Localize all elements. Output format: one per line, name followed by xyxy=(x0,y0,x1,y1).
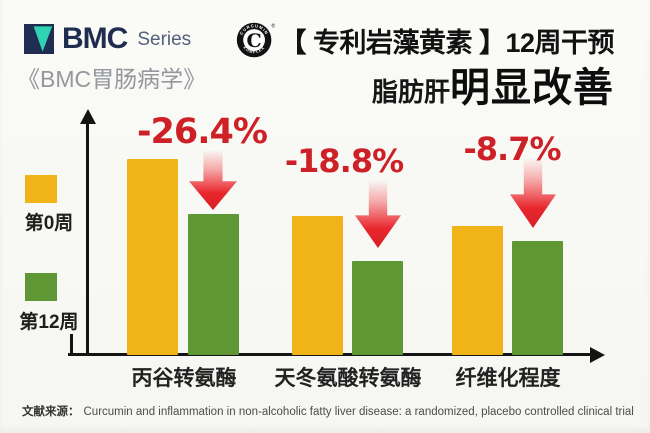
bmc-logo-text: BMC xyxy=(62,22,128,55)
badge-registered-mark: ® xyxy=(272,22,276,29)
source-label: 文献来源： xyxy=(22,406,80,418)
title-line2-big: 明显改善 xyxy=(450,66,614,110)
red-down-arrow-icon-group1 xyxy=(189,150,237,210)
legend-swatch-week12 xyxy=(25,273,57,301)
journal-name: 《BMC胃肠病学》 xyxy=(17,66,207,92)
bar-week0-group3 xyxy=(452,226,503,355)
bmc-logo-icon xyxy=(24,24,54,54)
pct-change-label-group1: -26.4% xyxy=(137,112,268,152)
category-label-group2: 天冬氨酸转氨酶 xyxy=(274,367,422,390)
source-text: Curcumin and inflammation in non-alcohol… xyxy=(83,406,634,418)
y-axis-arrowhead-icon xyxy=(80,109,96,124)
x-axis-arrowhead-icon xyxy=(590,347,605,363)
pct-change-label-group3: -8.7% xyxy=(463,130,561,168)
source-citation: 文献来源： Curcumin and inflammation in non-al… xyxy=(22,403,634,419)
category-label-group1: 丙谷转氨酶 xyxy=(131,367,237,390)
curcumin-badge-icon: CURCUMIN KOMPLEX C ® xyxy=(235,20,276,60)
bmc-logo: BMC Series xyxy=(24,24,191,54)
legend-label-week12: 第12周 xyxy=(19,312,79,333)
category-label-group3: 纤维化程度 xyxy=(455,367,561,390)
pct-change-label-group2: -18.8% xyxy=(284,142,404,180)
main-title-line1: 【 专利岩藻黄素 】12周干预 xyxy=(279,27,614,58)
legend-swatch-week0 xyxy=(25,175,57,203)
red-down-arrow-icon-group2 xyxy=(355,180,401,248)
red-down-arrow-icon-group3 xyxy=(510,158,556,228)
bar-week12-group2 xyxy=(352,261,403,355)
bar-week12-group1 xyxy=(188,214,239,355)
title-line2-small: 脂肪肝 xyxy=(371,77,450,107)
x-axis-origin-tick xyxy=(70,334,73,355)
bar-week12-group3 xyxy=(512,241,563,355)
main-title-line2: 脂肪肝明显改善 xyxy=(235,68,614,108)
bar-week0-group1 xyxy=(127,159,178,355)
badge-letter: C xyxy=(247,29,262,52)
bmc-logo-triangle-icon xyxy=(33,26,53,52)
y-axis xyxy=(86,122,89,355)
header-title-block: CURCUMIN KOMPLEX C ® 【 专利岩藻黄素 】12周干预 脂肪肝… xyxy=(235,20,614,108)
legend-label-week0: 第0周 xyxy=(24,213,74,234)
bar-week0-group2 xyxy=(292,216,343,355)
bmc-series-text: Series xyxy=(137,28,192,50)
